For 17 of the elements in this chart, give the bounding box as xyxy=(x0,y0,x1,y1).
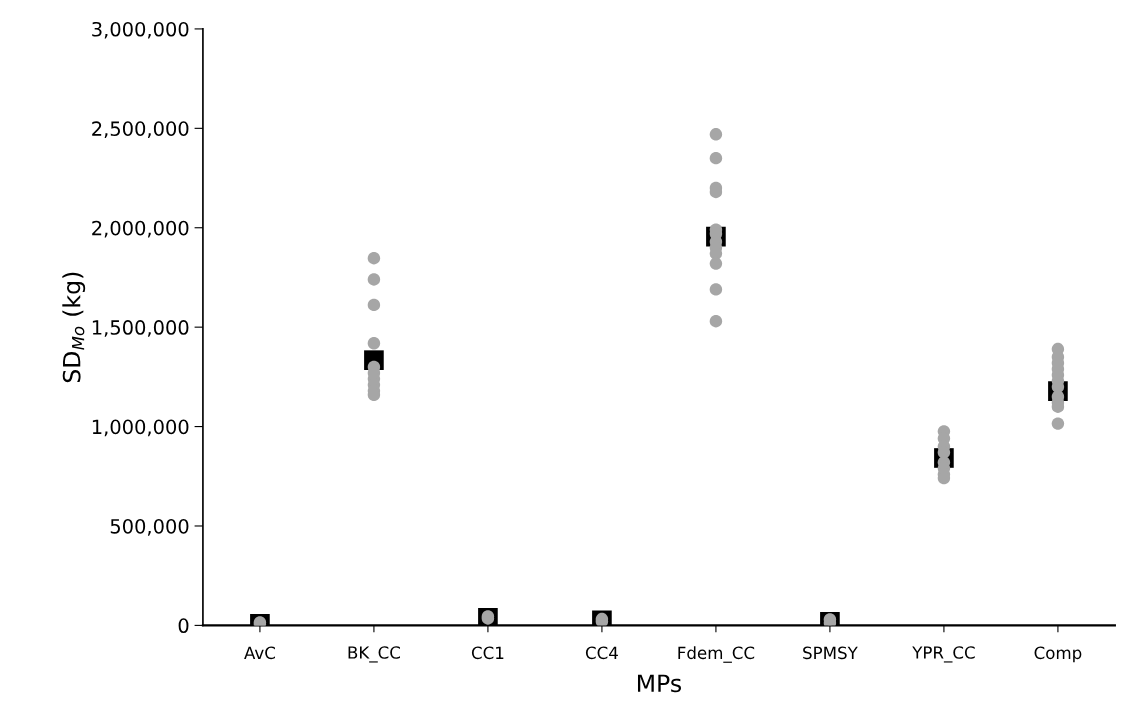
y-tick-label: 2,500,000 xyxy=(92,121,189,138)
x-tick-label: AvC xyxy=(244,646,275,660)
y-axis-title: SD$_{Mo}$ (kg) xyxy=(62,272,86,383)
y-tick-label: 3,000,000 xyxy=(92,21,189,39)
x-tick-label: CC1 xyxy=(471,646,504,660)
y-tick-label: 500,000 xyxy=(110,518,189,536)
y-tick-label: 1,000,000 xyxy=(92,419,189,437)
x-tick-label: SPMSY xyxy=(803,646,858,660)
x-tick-label: Fdem_CC xyxy=(678,646,755,663)
y-tick-label: 0 xyxy=(178,618,189,634)
x-tick-label: BK_CC xyxy=(348,646,400,663)
y-tick-label: 2,000,000 xyxy=(92,220,189,238)
x-tick-label: Comp xyxy=(1034,646,1082,663)
x-axis-title: MPs xyxy=(637,674,682,693)
x-tick-label: CC4 xyxy=(585,646,618,660)
y-tick-label: 1,500,000 xyxy=(92,320,189,337)
x-tick-label: YPR_CC xyxy=(912,646,975,663)
